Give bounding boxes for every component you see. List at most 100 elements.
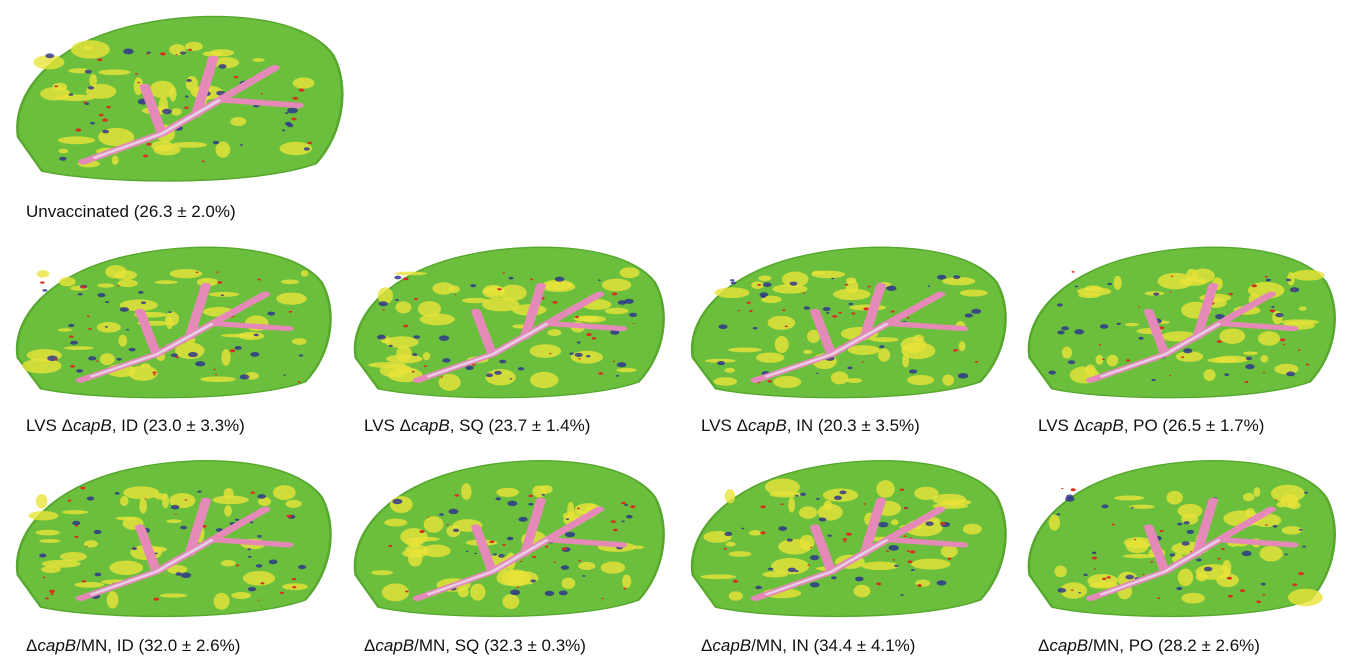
yellow-region: [725, 489, 736, 503]
blue-spot: [240, 144, 243, 146]
blue-spot: [439, 335, 449, 340]
yellow-region: [602, 279, 632, 292]
red-spot: [1292, 583, 1297, 586]
red-spot: [388, 545, 392, 547]
caption: ΔcapB/MN, SQ (32.3 ± 0.3%): [364, 636, 586, 656]
blue-spot: [1304, 492, 1308, 494]
red-spot: [96, 361, 99, 362]
yellow-region: [470, 584, 485, 601]
yellow-region: [423, 352, 430, 360]
blue-spot: [138, 291, 143, 294]
yellow-region: [120, 496, 129, 506]
caption-text: , SQ (23.7 ± 1.4%): [450, 416, 591, 435]
yellow-region: [155, 280, 178, 284]
yellow-region: [410, 537, 440, 541]
blue-spot: [937, 275, 946, 280]
yellow-region: [62, 510, 89, 514]
yellow-region: [28, 511, 58, 520]
yellow-region: [36, 494, 48, 508]
blue-spot: [129, 348, 136, 352]
red-spot: [863, 503, 866, 504]
blue-spot: [298, 565, 306, 569]
blue-spot: [377, 335, 386, 340]
lung-image: [346, 447, 671, 625]
yellow-region: [891, 519, 899, 525]
blue-spot: [848, 303, 853, 305]
blue-spot: [285, 112, 288, 114]
blue-spot: [448, 509, 458, 514]
blue-spot: [826, 312, 830, 314]
blue-spot: [928, 286, 931, 287]
yellow-region: [1219, 328, 1245, 343]
red-spot: [1138, 306, 1140, 307]
red-spot: [601, 598, 604, 599]
caption: LVS ΔcapB, IN (20.3 ± 3.5%): [701, 416, 920, 436]
blue-spot: [894, 565, 898, 567]
caption-text: , IN (20.3 ± 3.5%): [787, 416, 920, 435]
blue-spot: [269, 560, 278, 565]
yellow-region: [1166, 491, 1182, 505]
yellow-region: [540, 485, 552, 494]
red-spot: [74, 536, 78, 538]
yellow-region: [578, 562, 595, 570]
red-spot: [153, 374, 156, 375]
blue-spot: [626, 515, 633, 519]
yellow-region: [914, 487, 938, 500]
red-spot: [137, 82, 140, 83]
blue-spot: [1286, 372, 1295, 377]
red-spot: [160, 52, 166, 55]
blue-spot: [412, 353, 417, 356]
yellow-region: [36, 530, 60, 536]
red-spot: [69, 335, 74, 337]
red-spot: [454, 294, 456, 295]
blue-spot: [1117, 323, 1121, 325]
red-spot: [760, 505, 765, 508]
caption-text: Δ: [364, 636, 375, 655]
blue-spot: [577, 341, 581, 343]
red-spot: [1157, 597, 1160, 599]
yellow-region: [118, 335, 127, 347]
yellow-region: [788, 497, 795, 512]
blue-spot: [879, 345, 884, 348]
red-spot: [1262, 594, 1265, 596]
red-spot: [291, 118, 296, 121]
yellow-region: [1126, 539, 1149, 553]
blue-spot: [474, 553, 477, 555]
blue-spot: [1048, 371, 1056, 375]
blue-spot: [1187, 530, 1194, 534]
blue-spot: [495, 497, 501, 500]
blue-spot: [90, 122, 95, 125]
blue-spot: [530, 579, 536, 582]
yellow-region: [496, 488, 519, 497]
blue-spot: [724, 532, 732, 536]
blue-spot: [257, 535, 262, 537]
yellow-region: [846, 279, 859, 293]
red-spot: [1298, 572, 1304, 575]
yellow-region: [870, 337, 898, 342]
yellow-region: [382, 583, 409, 601]
red-spot: [1169, 375, 1171, 376]
blue-spot: [197, 491, 201, 493]
red-spot: [289, 311, 293, 313]
yellow-region: [285, 500, 301, 508]
yellow-region: [1077, 287, 1111, 296]
yellow-region: [1207, 358, 1238, 363]
red-spot: [455, 494, 459, 496]
caption-text: Δ: [26, 636, 37, 655]
red-spot: [419, 530, 424, 533]
red-spot: [1252, 284, 1257, 287]
blue-spot: [250, 352, 259, 357]
red-spot: [578, 560, 581, 562]
caption-text: capB: [748, 416, 787, 435]
blue-spot: [1065, 496, 1075, 501]
red-spot: [621, 502, 626, 505]
red-spot: [215, 374, 217, 375]
blue-spot: [389, 345, 393, 347]
yellow-region: [390, 496, 413, 513]
blue-spot: [287, 124, 293, 128]
blue-spot: [394, 276, 401, 280]
yellow-region: [765, 479, 800, 496]
yellow-region: [58, 136, 95, 144]
red-spot: [102, 119, 108, 122]
yellow-region: [878, 348, 890, 361]
